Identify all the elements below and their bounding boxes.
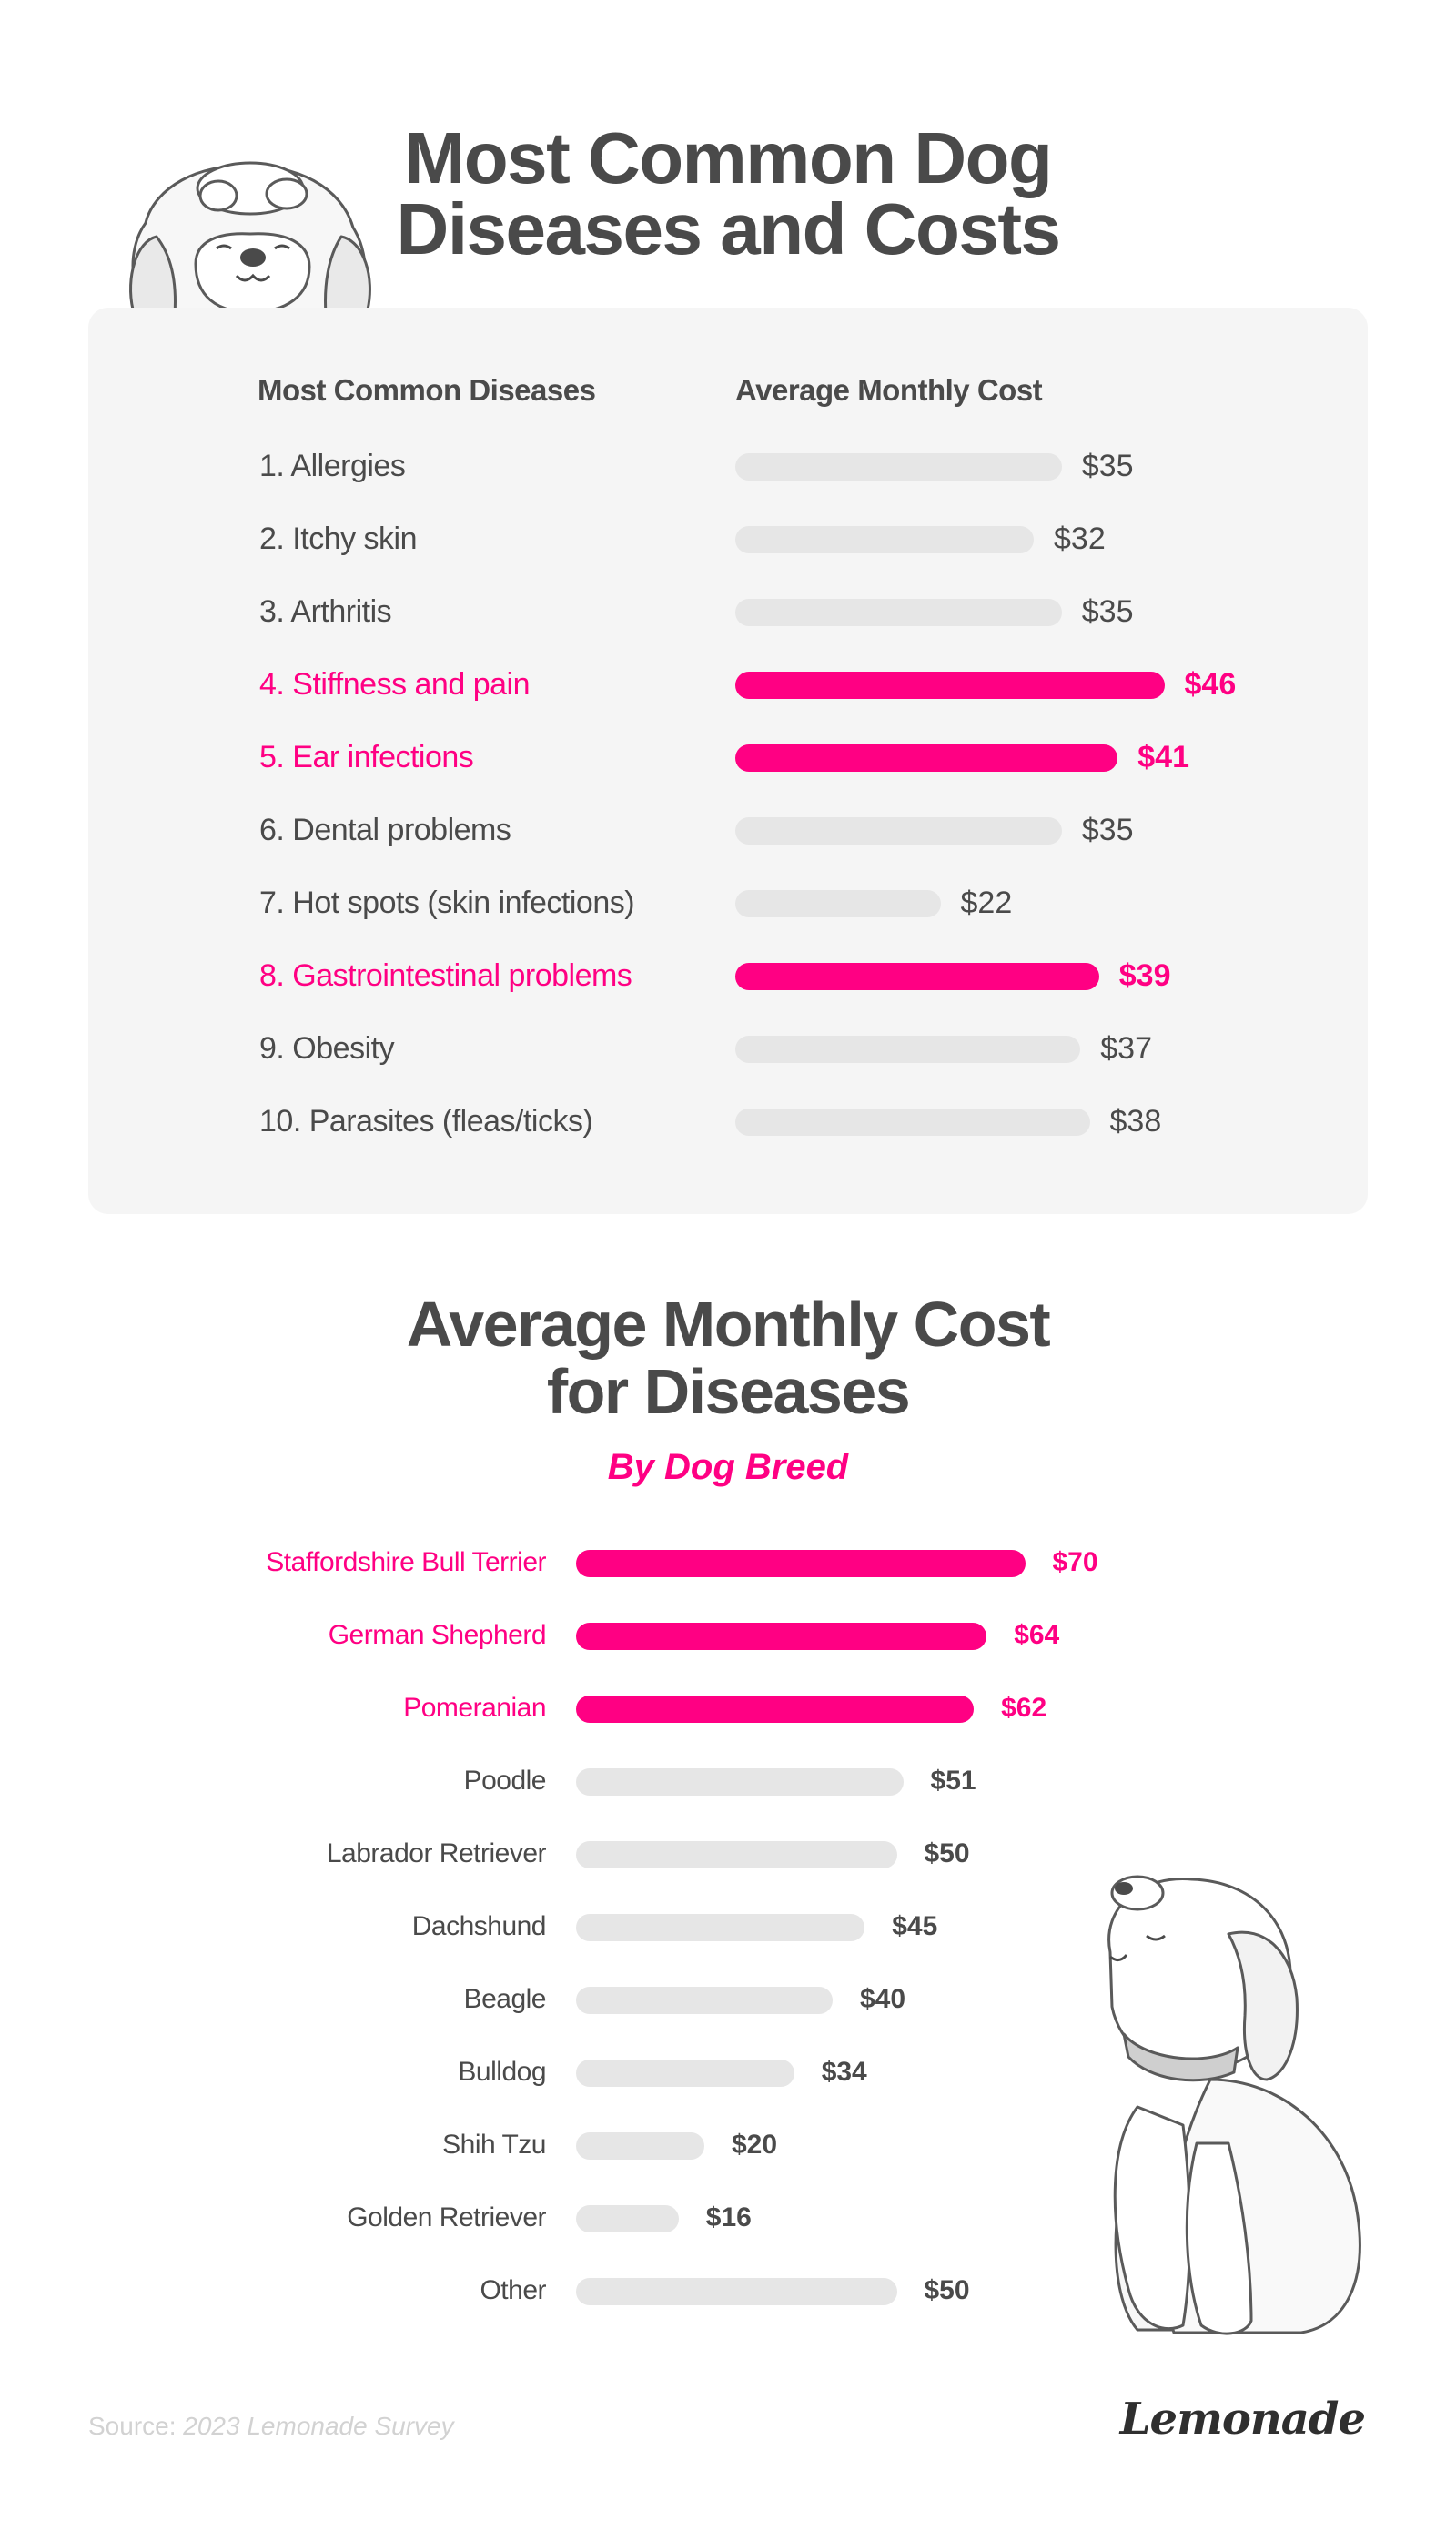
breed-label: Bulldog [458, 2057, 546, 2087]
breed-label: Beagle [463, 1984, 547, 2014]
disease-label: 3. Arthritis [259, 594, 392, 629]
disease-label: 9. Obesity [259, 1031, 395, 1066]
disease-label: 6. Dental problems [259, 813, 511, 847]
breed-label: Pomeranian [403, 1693, 546, 1723]
breed-bar [576, 2060, 794, 2087]
source-text: 2023 Lemonade Survey [183, 2412, 454, 2440]
source-note: Source: 2023 Lemonade Survey [88, 2412, 454, 2441]
disease-value-label: $32 [1054, 521, 1106, 556]
disease-label: 4. Stiffness and pain [259, 667, 530, 702]
breed-value-label: $20 [732, 2130, 778, 2160]
breed-value-label: $62 [1001, 1693, 1047, 1723]
disease-label: 7. Hot spots (skin infections) [259, 886, 635, 920]
breed-bar [576, 1550, 1026, 1577]
breed-value-label: $64 [1014, 1620, 1060, 1650]
breed-value-label: $50 [924, 2275, 970, 2305]
breed-label: Other [480, 2275, 546, 2305]
section-title: Average Monthly Cost for Diseases [0, 1291, 1456, 1425]
breed-value-label: $50 [924, 1838, 970, 1868]
disease-value-label: $41 [1138, 740, 1189, 774]
disease-label: 5. Ear infections [259, 740, 474, 774]
disease-bar [735, 1109, 1090, 1136]
disease-label: 8. Gastrointestinal problems [259, 958, 632, 993]
disease-value-label: $35 [1081, 813, 1134, 847]
dog-sitting-icon [1107, 1875, 1361, 2335]
disease-value-label: $22 [960, 886, 1013, 920]
section-title-line-1: Average Monthly Cost [406, 1289, 1051, 1360]
breed-label: Poodle [463, 1766, 547, 1796]
breed-bar [576, 2278, 897, 2305]
disease-label: 1. Allergies [259, 449, 406, 483]
column-header-cost: Average Monthly Cost [735, 373, 1043, 407]
section-title-line-2: for Diseases [546, 1356, 911, 1427]
breed-value-label: $34 [821, 2057, 867, 2087]
disease-bar [735, 963, 1099, 990]
breed-label: Dachshund [411, 1911, 547, 1941]
breed-value-label: $45 [892, 1911, 938, 1941]
breed-bar [576, 1696, 975, 1723]
breed-label: Labrador Retriever [326, 1838, 547, 1868]
column-header-diseases: Most Common Diseases [258, 373, 596, 407]
disease-bar [735, 672, 1165, 699]
breed-value-label: $40 [860, 1984, 906, 2014]
disease-value-label: $35 [1081, 594, 1134, 629]
disease-value-label: $35 [1081, 449, 1134, 483]
breed-bar [576, 1623, 987, 1650]
source-prefix: Source: [88, 2412, 177, 2440]
disease-bar [735, 1036, 1081, 1063]
breed-bar [576, 1987, 833, 2014]
disease-label: 10. Parasites (fleas/ticks) [259, 1104, 593, 1139]
lemonade-logo: Lemonade [1119, 2394, 1366, 2445]
section-subtitle: By Dog Breed [607, 1447, 849, 1487]
disease-value-label: $46 [1184, 667, 1237, 702]
disease-bar [735, 744, 1118, 772]
breed-value-label: $16 [705, 2202, 752, 2232]
disease-bar [735, 599, 1062, 626]
breed-label: Staffordshire Bull Terrier [266, 1547, 546, 1577]
disease-value-label: $39 [1118, 958, 1171, 993]
disease-label: 2. Itchy skin [259, 521, 418, 556]
disease-value-label: $37 [1100, 1031, 1152, 1066]
breed-label: German Shepherd [328, 1620, 547, 1650]
title-line-1: Most Common Dog [404, 117, 1053, 198]
page-title: Most Common Dog Diseases and Costs [0, 117, 1456, 269]
diseases-panel [88, 308, 1368, 1214]
disease-value-label: $38 [1109, 1104, 1162, 1139]
breed-label: Shih Tzu [442, 2130, 546, 2160]
title-line-2: Diseases and Costs [396, 188, 1061, 269]
breed-label: Golden Retriever [347, 2202, 546, 2232]
disease-bar [735, 890, 941, 917]
breed-value-label: $51 [930, 1766, 976, 1796]
breed-bar [576, 1914, 865, 1941]
breed-bar [576, 1841, 897, 1868]
breed-value-label: $70 [1052, 1547, 1098, 1577]
breed-bar [576, 1768, 904, 1796]
breed-bar [576, 2205, 679, 2232]
disease-bar [735, 817, 1062, 845]
disease-bar [735, 453, 1062, 481]
disease-bar [735, 526, 1034, 553]
breed-bar [576, 2132, 704, 2160]
